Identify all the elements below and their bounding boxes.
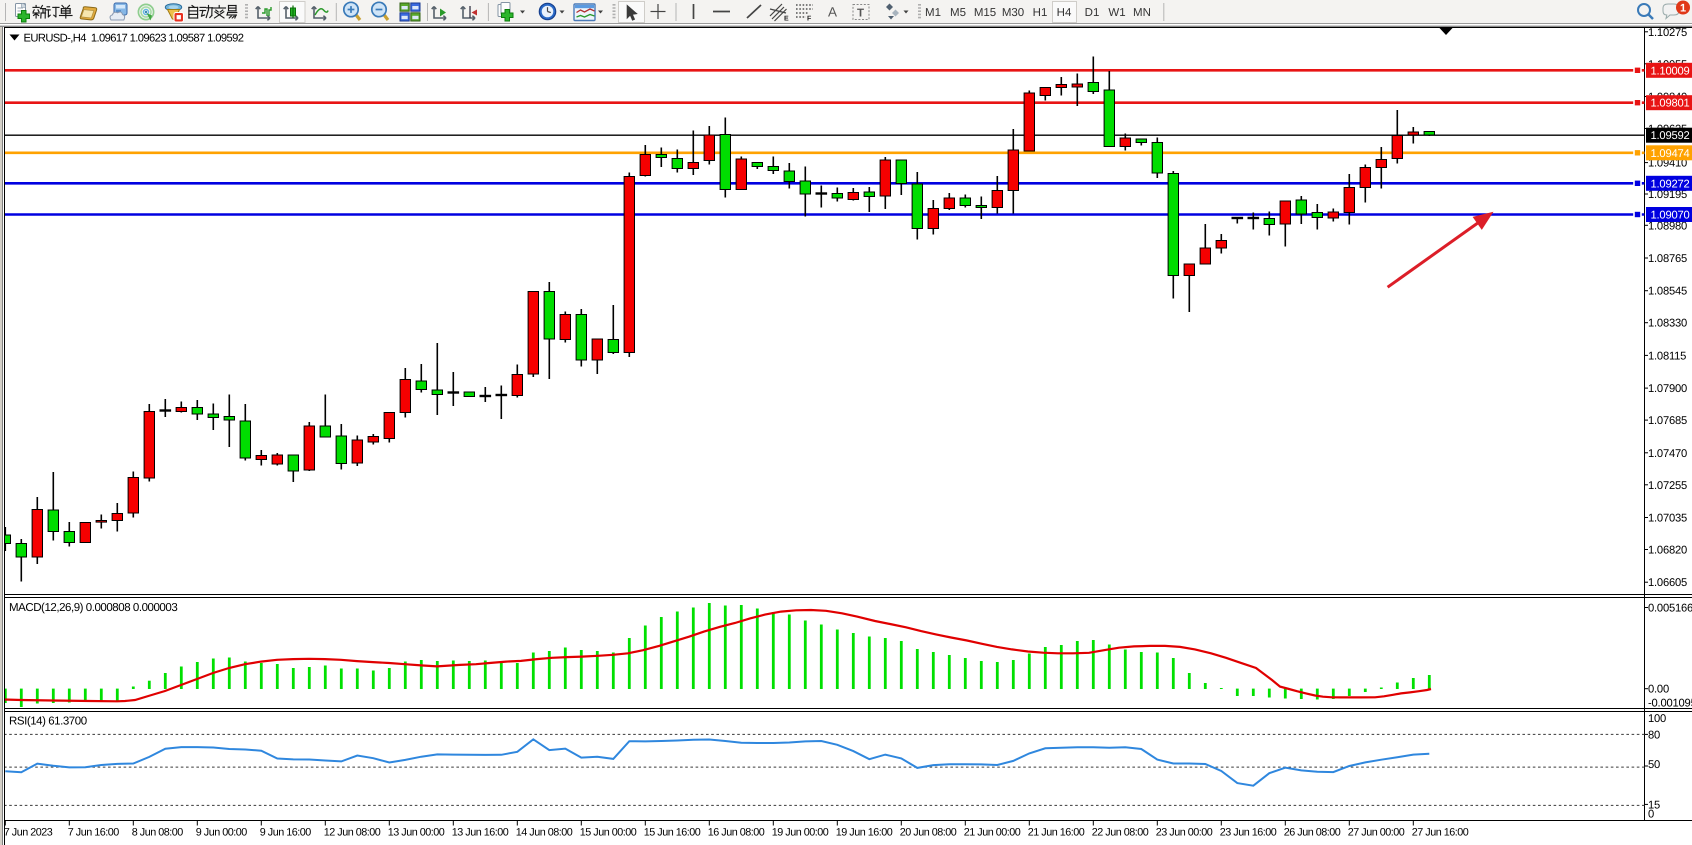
svg-text:1.09801: 1.09801 [1651,98,1690,110]
svg-text:19 Jun 00:00: 19 Jun 00:00 [772,827,829,839]
svg-text:1.10275: 1.10275 [1648,27,1687,39]
svg-text:80: 80 [1648,729,1660,741]
svg-text:0.00: 0.00 [1648,684,1669,696]
svg-text:50: 50 [1648,759,1660,771]
svg-text:RSI(14) 61.3700: RSI(14) 61.3700 [9,716,87,728]
svg-text:1: 1 [1680,3,1686,15]
svg-text:20 Jun 08:00: 20 Jun 08:00 [900,827,957,839]
svg-text:1.07255: 1.07255 [1648,480,1687,492]
svg-text:EURUSD-,H4 1.09617 1.09623 1.: EURUSD-,H4 1.09617 1.09623 1.09587 1.095… [24,33,244,45]
svg-text:F: F [807,16,812,23]
svg-text:12 Jun 08:00: 12 Jun 08:00 [324,827,381,839]
svg-text:1.08980: 1.08980 [1648,220,1687,232]
svg-text:15 Jun 16:00: 15 Jun 16:00 [644,827,701,839]
svg-text:13 Jun 00:00: 13 Jun 00:00 [388,827,445,839]
svg-text:100: 100 [1648,713,1666,725]
svg-text:0: 0 [1648,809,1654,821]
svg-text:19 Jun 16:00: 19 Jun 16:00 [836,827,893,839]
svg-text:1.06605: 1.06605 [1648,577,1687,589]
svg-text:9 Jun 16:00: 9 Jun 16:00 [260,827,311,839]
svg-text:M1: M1 [925,7,941,19]
svg-text:D1: D1 [1085,7,1100,19]
svg-text:1.06820: 1.06820 [1648,545,1687,557]
svg-text:27 Jun 00:00: 27 Jun 00:00 [1348,827,1405,839]
svg-text:T: T [857,8,864,20]
svg-text:21 Jun 16:00: 21 Jun 16:00 [1028,827,1085,839]
svg-text:15 Jun 00:00: 15 Jun 00:00 [580,827,637,839]
svg-text:-0.001095: -0.001095 [1648,698,1692,710]
svg-text:M5: M5 [950,7,966,19]
svg-text:7 Jun 16:00: 7 Jun 16:00 [68,827,119,839]
svg-text:M30: M30 [1002,7,1024,19]
svg-text:23 Jun 00:00: 23 Jun 00:00 [1156,827,1213,839]
svg-text:H1: H1 [1033,7,1048,19]
svg-text:E: E [784,16,789,23]
svg-text:1.08765: 1.08765 [1648,253,1687,265]
svg-text:1.09070: 1.09070 [1651,210,1690,222]
svg-text:0.005166: 0.005166 [1648,603,1692,615]
svg-text:1.07900: 1.07900 [1648,383,1687,395]
svg-text:8 Jun 08:00: 8 Jun 08:00 [132,827,183,839]
svg-text:MN: MN [1133,7,1151,19]
svg-text:7 Jun 2023: 7 Jun 2023 [4,827,53,839]
svg-text:1.08115: 1.08115 [1648,350,1686,362]
svg-text:1.09592: 1.09592 [1651,130,1690,142]
svg-text:A: A [828,5,837,20]
svg-text:9 Jun 00:00: 9 Jun 00:00 [196,827,247,839]
svg-text:1.07685: 1.07685 [1648,415,1687,427]
svg-text:21 Jun 00:00: 21 Jun 00:00 [964,827,1021,839]
svg-text:1.08330: 1.08330 [1648,318,1687,330]
svg-text:1.09195: 1.09195 [1648,189,1687,201]
svg-text:W1: W1 [1108,7,1125,19]
svg-text:1.08545: 1.08545 [1648,286,1687,298]
svg-text:13 Jun 16:00: 13 Jun 16:00 [452,827,509,839]
svg-text:26 Jun 08:00: 26 Jun 08:00 [1284,827,1341,839]
svg-text:M15: M15 [974,7,996,19]
svg-text:22 Jun 08:00: 22 Jun 08:00 [1092,827,1149,839]
svg-text:1.10009: 1.10009 [1651,65,1690,77]
svg-text:1.09474: 1.09474 [1651,148,1690,160]
svg-text:14 Jun 08:00: 14 Jun 08:00 [516,827,573,839]
svg-text:1.09272: 1.09272 [1651,178,1690,190]
svg-text:27 Jun 16:00: 27 Jun 16:00 [1412,827,1469,839]
svg-text:16 Jun 08:00: 16 Jun 08:00 [708,827,765,839]
svg-text:15: 15 [1648,799,1660,811]
svg-text:1.07035: 1.07035 [1648,513,1687,525]
svg-text:H4: H4 [1057,7,1072,19]
svg-text:MACD(12,26,9) 0.000808 0.00000: MACD(12,26,9) 0.000808 0.000003 [9,602,177,614]
svg-text:23 Jun 16:00: 23 Jun 16:00 [1220,827,1277,839]
svg-text:1.07470: 1.07470 [1648,448,1687,460]
svg-text:1.09410: 1.09410 [1648,158,1687,170]
